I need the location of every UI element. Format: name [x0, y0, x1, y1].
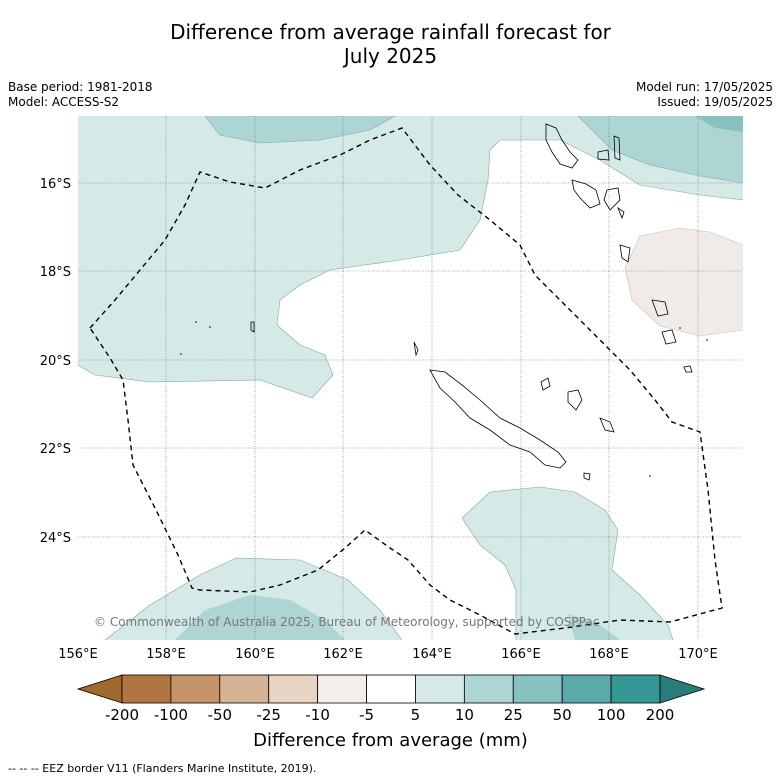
- anomaly-region-10-25-north: [205, 116, 395, 143]
- colorbar-extend-high: [659, 674, 706, 704]
- lat-label: 18°S: [40, 265, 71, 280]
- contour-lines: [78, 116, 743, 640]
- map-plot-area: © Commonwealth of Australia 2025, Bureau…: [78, 116, 743, 640]
- colorbar-tick-label: -50: [208, 706, 233, 724]
- colorbar-swatch: [561, 674, 612, 704]
- colorbar-swatch: [415, 674, 465, 704]
- graticule: [78, 116, 743, 640]
- small-islets: [180, 321, 708, 477]
- colorbar-tick-label: -5: [359, 706, 374, 724]
- colorbar-tick-label: 100: [597, 706, 626, 724]
- colorbar-tick-label: -10: [305, 706, 330, 724]
- colorbar-tick-label: 200: [646, 706, 675, 724]
- lat-label: 16°S: [40, 177, 71, 192]
- lat-label: 22°S: [40, 442, 71, 457]
- lon-label: 168°E: [589, 647, 629, 662]
- colorbar-tick-label: -200: [105, 706, 139, 724]
- colorbar: [76, 674, 706, 704]
- colorbar-swatch: [463, 674, 514, 704]
- colorbar-swatch: [121, 674, 172, 704]
- anomaly-region-10-25-northeast: [578, 116, 743, 183]
- map-title: Difference from average rainfall forecas…: [0, 20, 781, 68]
- colorbar-extend-low: [76, 674, 123, 704]
- base-period-text: Base period: 1981-2018: [8, 80, 153, 94]
- lat-label: 20°S: [40, 354, 71, 369]
- anomaly-region-25-50-northeast: [695, 116, 743, 132]
- anomaly-region-5-10-southeast: [462, 487, 673, 640]
- new-caledonia-island: [429, 369, 567, 469]
- longitude-labels: 156°E 158°E 160°E 162°E 164°E 166°E 168°…: [58, 647, 718, 662]
- meta-left: Base period: 1981-2018 Model: ACCESS-S2: [8, 80, 153, 110]
- santo-island: [545, 123, 579, 169]
- colorbar-swatch: [268, 674, 319, 704]
- lon-label: 160°E: [235, 647, 275, 662]
- title-line-2: July 2025: [343, 44, 438, 68]
- meta-right: Model run: 17/05/2025 Issued: 19/05/2025: [636, 80, 773, 110]
- colorbar-tick-label: -25: [256, 706, 281, 724]
- colorbar-tick-label: 25: [504, 706, 523, 724]
- colorbar-swatch: [512, 674, 563, 704]
- lon-label: 162°E: [323, 647, 363, 662]
- lon-label: 158°E: [146, 647, 186, 662]
- colorbar-swatch: [170, 674, 221, 704]
- issued-text: Issued: 19/05/2025: [657, 95, 773, 109]
- colorbar-tick-label: -100: [154, 706, 188, 724]
- lon-label: 166°E: [501, 647, 541, 662]
- colorbar-swatch: [366, 674, 416, 704]
- eez-legend: -- -- -- EEZ border V11 (Flanders Marine…: [8, 762, 317, 775]
- model-text: Model: ACCESS-S2: [8, 95, 120, 109]
- anomaly-region-10-25-southeast: [568, 614, 620, 640]
- lon-label: 164°E: [412, 647, 452, 662]
- latitude-labels: 16°S 18°S 20°S 22°S 24°S: [40, 177, 71, 546]
- colorbar-swatch: [317, 674, 367, 704]
- colorbar-swatch: [610, 674, 661, 704]
- colorbar-swatch: [219, 674, 270, 704]
- model-run-text: Model run: 17/05/2025: [635, 80, 773, 94]
- colorbar-tick-label: 5: [411, 706, 421, 724]
- anomaly-region-5-10-west: [78, 116, 743, 398]
- anomaly-region-10-25-southwest: [175, 595, 345, 640]
- lon-label: 170°E: [678, 647, 718, 662]
- lon-label: 156°E: [58, 647, 98, 662]
- colorbar-tick-labels: -200 -100 -50 -25 -10 -5 5 10 25 50 100 200: [105, 706, 674, 724]
- anomaly-region-neg5-neg10-east: [625, 228, 743, 336]
- title-line-1: Difference from average rainfall forecas…: [170, 20, 611, 44]
- lat-label: 24°S: [40, 531, 71, 546]
- eez-border: [89, 127, 723, 635]
- colorbar-label: Difference from average (mm): [253, 730, 528, 751]
- colorbar-tick-label: 50: [553, 706, 572, 724]
- coastlines: [250, 123, 693, 481]
- colorbar-tick-label: 10: [455, 706, 474, 724]
- copyright-text: © Commonwealth of Australia 2025, Bureau…: [94, 615, 599, 629]
